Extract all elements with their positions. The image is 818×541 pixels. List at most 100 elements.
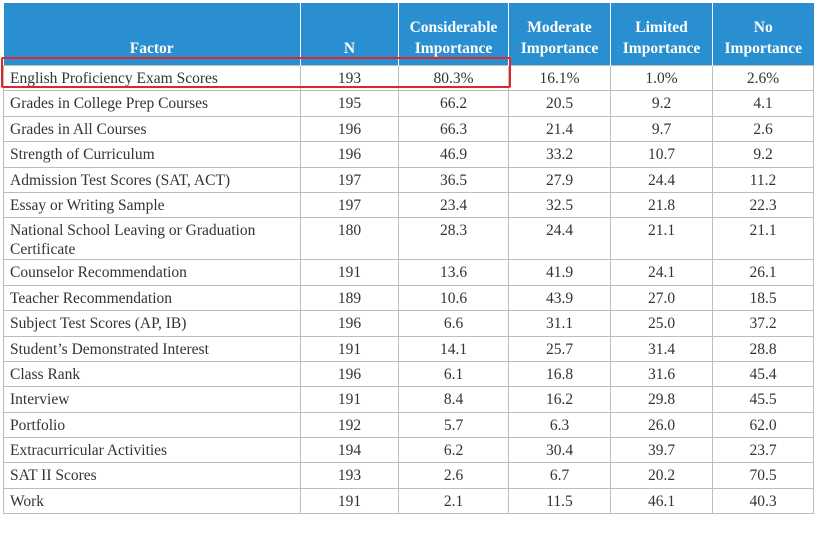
table-row: Admission Test Scores (SAT, ACT) 197 36.5 2… (3, 166, 814, 193)
value-cell: 189 (300, 284, 399, 312)
header-cell: Factor (3, 3, 301, 66)
value-cell: 25.7 (508, 335, 611, 362)
value-cell: 70.5 (712, 462, 814, 489)
header-cell: N (300, 3, 399, 66)
value-cell: 197 (300, 191, 399, 219)
value-cell: 16.8 (508, 360, 611, 388)
value-cell: 6.3 (508, 411, 611, 439)
value-cell: 1.0% (610, 64, 713, 92)
value-cell: 24.4 (508, 217, 611, 261)
factor-cell: Counselor Recommendation (3, 259, 301, 286)
value-cell: 196 (300, 141, 399, 168)
factor-cell: SAT II Scores (3, 462, 301, 489)
value-cell: 39.7 (610, 437, 713, 464)
value-cell: 45.4 (712, 360, 814, 388)
value-cell: 46.1 (610, 487, 713, 515)
value-cell: 28.3 (398, 217, 509, 261)
value-cell: 22.3 (712, 191, 814, 219)
value-cell: 191 (300, 259, 399, 286)
table-body: English Proficiency Exam Scores 193 80.3% 1… (3, 64, 814, 515)
header-cell: No Importance (712, 3, 814, 66)
value-cell: 28.8 (712, 335, 814, 362)
value-cell: 2.6 (398, 462, 509, 489)
value-cell: 4.1 (712, 90, 814, 117)
value-cell: 32.5 (508, 191, 611, 219)
value-cell: 26.0 (610, 411, 713, 439)
table-head: Factor N Considerable Importance Moderate I… (3, 3, 814, 66)
factor-cell: Essay or Writing Sample (3, 191, 301, 219)
value-cell: 5.7 (398, 411, 509, 439)
factor-cell: Class Rank (3, 360, 301, 388)
value-cell: 191 (300, 487, 399, 515)
table-row: Essay or Writing Sample 197 23.4 32.5 21.8 22… (3, 191, 814, 219)
value-cell: 2.6% (712, 64, 814, 92)
value-cell: 33.2 (508, 141, 611, 168)
factor-cell: Portfolio (3, 411, 301, 439)
value-cell: 9.2 (610, 90, 713, 117)
value-cell: 25.0 (610, 310, 713, 337)
value-cell: 11.5 (508, 487, 611, 515)
value-cell: 193 (300, 462, 399, 489)
value-cell: 66.3 (398, 115, 509, 143)
value-cell: 196 (300, 360, 399, 388)
factor-cell: English Proficiency Exam Scores (3, 64, 301, 92)
value-cell: 41.9 (508, 259, 611, 286)
value-cell: 80.3% (398, 64, 509, 92)
table-row: English Proficiency Exam Scores 193 80.3% 1… (3, 64, 814, 92)
table-row: Strength of Curriculum 196 46.9 33.2 10.7 9.2 (3, 141, 814, 168)
value-cell: 16.2 (508, 386, 611, 413)
value-cell: 23.4 (398, 191, 509, 219)
value-cell: 24.4 (610, 166, 713, 193)
table-row: Extracurricular Activities 194 6.2 30.4 39.7… (3, 437, 814, 464)
value-cell: 13.6 (398, 259, 509, 286)
value-cell: 9.7 (610, 115, 713, 143)
value-cell: 180 (300, 217, 399, 261)
factor-cell: Strength of Curriculum (3, 141, 301, 168)
value-cell: 21.1 (610, 217, 713, 261)
header-cell: Moderate Importance (508, 3, 611, 66)
value-cell: 37.2 (712, 310, 814, 337)
value-cell: 11.2 (712, 166, 814, 193)
value-cell: 191 (300, 386, 399, 413)
table-row: Class Rank 196 6.1 16.8 31.6 45.4 (3, 360, 814, 388)
value-cell: 62.0 (712, 411, 814, 439)
value-cell: 40.3 (712, 487, 814, 515)
table-row: Student’s Demonstrated Interest 191 14.1 25… (3, 335, 814, 362)
table-row: Teacher Recommendation 189 10.6 43.9 27.0 18.… (3, 284, 814, 312)
value-cell: 14.1 (398, 335, 509, 362)
value-cell: 196 (300, 310, 399, 337)
value-cell: 21.4 (508, 115, 611, 143)
value-cell: 193 (300, 64, 399, 92)
factor-cell: Work (3, 487, 301, 515)
table-row: Subject Test Scores (AP, IB) 196 6.6 31.1 25… (3, 310, 814, 337)
table-row: Grades in College Prep Courses 195 66.2 20.… (3, 90, 814, 117)
value-cell: 20.2 (610, 462, 713, 489)
value-cell: 30.4 (508, 437, 611, 464)
value-cell: 23.7 (712, 437, 814, 464)
value-cell: 31.1 (508, 310, 611, 337)
factor-cell: Extracurricular Activities (3, 437, 301, 464)
value-cell: 195 (300, 90, 399, 117)
value-cell: 27.0 (610, 284, 713, 312)
value-cell: 6.1 (398, 360, 509, 388)
factor-cell: Interview (3, 386, 301, 413)
value-cell: 45.5 (712, 386, 814, 413)
value-cell: 196 (300, 115, 399, 143)
value-cell: 192 (300, 411, 399, 439)
table-row: Work 191 2.1 11.5 46.1 40.3 (3, 487, 814, 515)
value-cell: 21.8 (610, 191, 713, 219)
value-cell: 2.6 (712, 115, 814, 143)
value-cell: 36.5 (398, 166, 509, 193)
value-cell: 197 (300, 166, 399, 193)
table-row: National School Leaving or Graduation Ce… (3, 217, 814, 261)
value-cell: 26.1 (712, 259, 814, 286)
value-cell: 20.5 (508, 90, 611, 117)
value-cell: 43.9 (508, 284, 611, 312)
value-cell: 29.8 (610, 386, 713, 413)
factor-cell: Student’s Demonstrated Interest (3, 335, 301, 362)
table-row: Grades in All Courses 196 66.3 21.4 9.7 2.6 (3, 115, 814, 143)
table-row: Counselor Recommendation 191 13.6 41.9 24.1 2… (3, 259, 814, 286)
factor-cell: Subject Test Scores (AP, IB) (3, 310, 301, 337)
factor-cell: Teacher Recommendation (3, 284, 301, 312)
